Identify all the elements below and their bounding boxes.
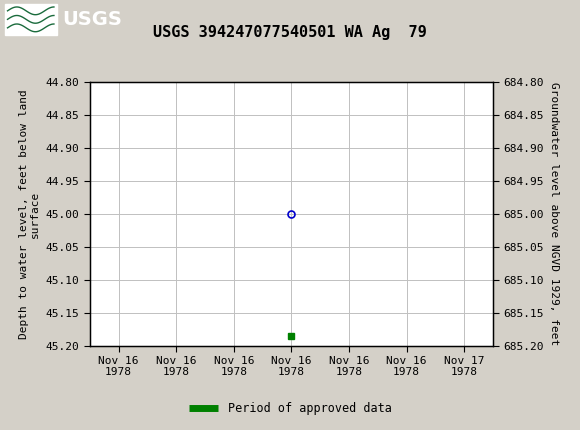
Bar — [5, 4, 57, 35]
Y-axis label: Groundwater level above NGVD 1929, feet: Groundwater level above NGVD 1929, feet — [549, 82, 560, 346]
Y-axis label: Depth to water level, feet below land
surface: Depth to water level, feet below land su… — [19, 89, 40, 339]
Legend: Period of approved data: Period of approved data — [184, 397, 396, 420]
Text: USGS 394247077540501 WA Ag  79: USGS 394247077540501 WA Ag 79 — [153, 25, 427, 40]
Text: USGS: USGS — [63, 10, 122, 29]
